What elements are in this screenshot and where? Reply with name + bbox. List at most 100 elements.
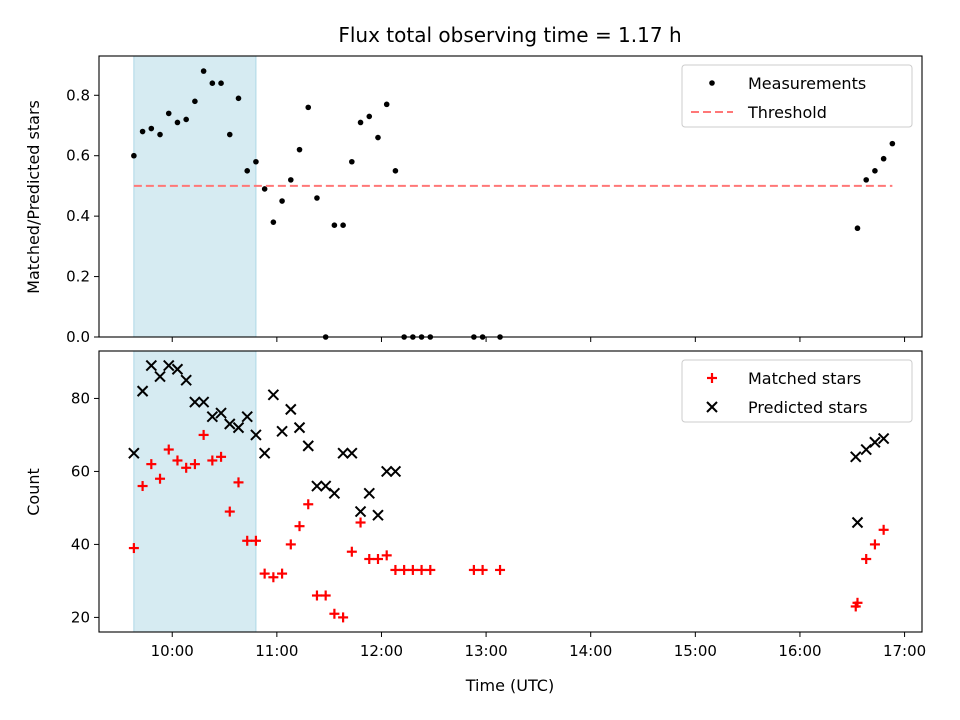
y-tick-label: 0.8 [66, 86, 90, 104]
matched-point [346, 546, 357, 557]
legend-x-marker [706, 401, 718, 413]
legend-dot-marker [709, 80, 715, 86]
matched-point [224, 506, 235, 517]
bottom-legend: Matched stars Predicted stars [681, 359, 913, 423]
matched-point [207, 455, 218, 466]
top-panel-ylabel: Matched/Predicted stars [24, 100, 43, 294]
measurement-point [235, 95, 242, 102]
top-legend: Measurements Threshold [681, 64, 913, 128]
predicted-point [154, 370, 166, 383]
matched-point [495, 564, 506, 575]
matched-point [285, 539, 296, 550]
matched-point [364, 554, 375, 565]
matched-point [303, 499, 314, 510]
y-tick-label: 20 [71, 608, 90, 626]
matched-point [320, 590, 331, 601]
measurement-point [383, 101, 390, 108]
measurement-point [392, 168, 399, 174]
measurement-point [279, 198, 285, 204]
measurement-point [366, 113, 373, 120]
measurement-point [244, 168, 251, 174]
measurement-point [305, 104, 312, 111]
series-1 [128, 359, 890, 529]
predicted-point [163, 359, 175, 372]
x-axis-label: Time (UTC) [465, 676, 554, 695]
matched-point [137, 481, 148, 492]
legend-label: Measurements [748, 74, 866, 93]
matched-point [181, 462, 192, 473]
series-0 [131, 68, 896, 340]
measurement-point [218, 80, 224, 86]
matched-point [861, 554, 872, 565]
y-tick-label: 80 [71, 389, 90, 407]
matched-point [372, 554, 383, 565]
x-tick-label: 13:00 [464, 642, 507, 660]
measurement-point [157, 131, 163, 138]
matched-point [399, 564, 410, 575]
bottom-panel: 20 40 60 80 10:00 11:00 12:00 13:00 14:00 15:00 16… [24, 350, 926, 695]
measurement-point [261, 186, 268, 192]
measurement-point [183, 116, 189, 123]
legend-box [681, 359, 913, 423]
matched-point [250, 535, 261, 546]
predicted-point [197, 396, 210, 408]
matched-point [425, 564, 436, 575]
y-tick-label: 0.6 [66, 147, 90, 165]
predicted-point [276, 425, 288, 437]
x-tick-label: 16:00 [778, 642, 821, 660]
legend-label: Matched stars [748, 369, 861, 388]
matched-point [338, 612, 349, 623]
predicted-point [180, 374, 192, 386]
measurement-point [375, 134, 381, 141]
matched-point [198, 429, 209, 440]
x-tick-label: 14:00 [569, 642, 612, 660]
predicted-point [354, 505, 367, 518]
predicted-point [267, 389, 280, 401]
predicted-point [224, 418, 236, 430]
plot-frame [98, 350, 923, 633]
measurement-point [209, 80, 216, 86]
observing-span [133, 350, 257, 633]
predicted-point [206, 410, 219, 423]
predicted-point [869, 436, 881, 448]
matched-point [407, 564, 418, 575]
predicted-point [293, 421, 306, 434]
predicted-point [215, 407, 227, 419]
legend-box [681, 64, 913, 128]
predicted-point [258, 447, 271, 459]
predicted-point [302, 440, 314, 452]
matched-point [477, 564, 488, 575]
measurement-point [288, 177, 294, 183]
predicted-point [285, 403, 297, 416]
measurement-point [270, 219, 277, 225]
y-tick-label: 60 [71, 462, 90, 480]
measurement-point [139, 128, 146, 135]
top-panel: 0.00.20.40.60.8 Matched/Predicted stars … [24, 55, 923, 346]
legend-label: Threshold [747, 103, 827, 122]
matched-point [172, 455, 183, 466]
matched-point [390, 564, 401, 575]
predicted-point [389, 465, 402, 478]
x-tick-label: 17:00 [883, 642, 926, 660]
matched-point [329, 608, 340, 619]
matched-point [216, 451, 227, 462]
legend-plus-marker [707, 373, 717, 383]
predicted-point [380, 465, 393, 478]
predicted-point [241, 410, 253, 423]
predicted-point [346, 447, 358, 459]
matched-point [128, 543, 139, 554]
measurement-point [854, 225, 861, 232]
measurement-point [331, 222, 338, 229]
measurement-point [296, 146, 303, 153]
matched-point [468, 564, 479, 575]
matched-point [381, 550, 392, 561]
y-tick-label: 0.4 [66, 207, 90, 225]
measurement-point [880, 155, 887, 162]
measurement-point [863, 177, 870, 183]
predicted-point [851, 516, 864, 529]
measurement-point [357, 119, 364, 126]
y-tick-label: 0.2 [66, 268, 90, 286]
matched-point [416, 564, 427, 575]
matched-point [852, 597, 863, 608]
